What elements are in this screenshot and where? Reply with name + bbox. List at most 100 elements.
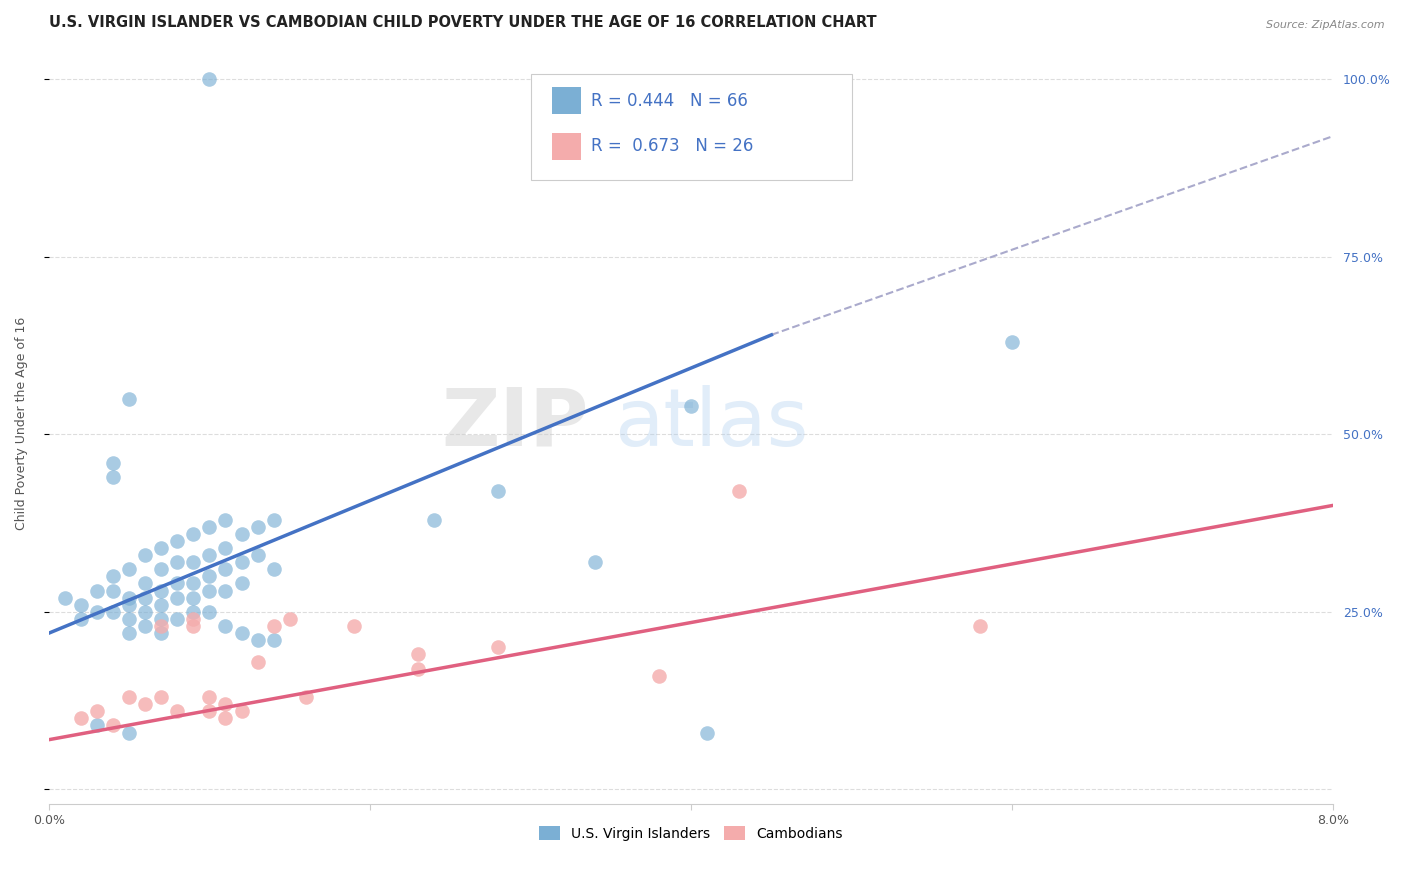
Point <box>118 591 141 605</box>
Point <box>183 605 205 619</box>
Point <box>246 548 269 562</box>
Point <box>583 555 606 569</box>
Point <box>214 697 236 711</box>
Point <box>118 562 141 576</box>
Point <box>183 612 205 626</box>
Point <box>150 690 173 704</box>
Point <box>166 704 188 718</box>
Point <box>101 470 124 484</box>
Text: R =  0.673   N = 26: R = 0.673 N = 26 <box>591 137 754 155</box>
Point <box>246 655 269 669</box>
Point <box>101 456 124 470</box>
Point <box>1001 334 1024 349</box>
Point <box>263 619 285 633</box>
Point <box>263 633 285 648</box>
Point <box>198 690 221 704</box>
Point <box>150 541 173 555</box>
Point <box>263 512 285 526</box>
Point <box>488 640 510 655</box>
Text: Source: ZipAtlas.com: Source: ZipAtlas.com <box>1267 20 1385 29</box>
Point <box>166 591 188 605</box>
Point <box>231 576 253 591</box>
Point <box>198 548 221 562</box>
Point <box>278 612 301 626</box>
Point <box>214 619 236 633</box>
Point <box>101 569 124 583</box>
Point <box>231 626 253 640</box>
Point <box>183 526 205 541</box>
Bar <box>553 133 581 160</box>
Point <box>118 725 141 739</box>
Point <box>86 718 108 732</box>
Point <box>86 704 108 718</box>
Point <box>423 512 446 526</box>
Point <box>214 711 236 725</box>
Point <box>198 569 221 583</box>
Point <box>696 725 718 739</box>
Point <box>70 612 93 626</box>
Point <box>183 591 205 605</box>
Point <box>294 690 316 704</box>
Point <box>183 555 205 569</box>
Point <box>198 605 221 619</box>
Legend: U.S. Virgin Islanders, Cambodians: U.S. Virgin Islanders, Cambodians <box>534 820 848 847</box>
Point <box>150 562 173 576</box>
Point <box>118 392 141 406</box>
Text: ZIP: ZIP <box>441 384 588 463</box>
Point <box>214 541 236 555</box>
Point <box>183 576 205 591</box>
Point <box>198 72 221 87</box>
Point <box>150 612 173 626</box>
Point <box>648 669 671 683</box>
Text: U.S. VIRGIN ISLANDER VS CAMBODIAN CHILD POVERTY UNDER THE AGE OF 16 CORRELATION : U.S. VIRGIN ISLANDER VS CAMBODIAN CHILD … <box>49 15 876 30</box>
Point <box>343 619 366 633</box>
Point <box>214 512 236 526</box>
Point <box>134 605 156 619</box>
Point <box>488 484 510 499</box>
Text: R = 0.444   N = 66: R = 0.444 N = 66 <box>591 92 748 110</box>
Point <box>101 605 124 619</box>
Point <box>231 526 253 541</box>
Point <box>118 690 141 704</box>
Point <box>198 704 221 718</box>
Point <box>406 648 429 662</box>
Point <box>231 555 253 569</box>
Point <box>728 484 751 499</box>
Point <box>118 612 141 626</box>
Point <box>150 598 173 612</box>
Point <box>134 697 156 711</box>
Point <box>263 562 285 576</box>
Point <box>86 583 108 598</box>
Point <box>70 598 93 612</box>
Point <box>70 711 93 725</box>
Text: atlas: atlas <box>614 384 808 463</box>
FancyBboxPatch shape <box>530 74 852 180</box>
Point <box>166 576 188 591</box>
Point <box>118 626 141 640</box>
Point <box>166 533 188 548</box>
Point <box>198 583 221 598</box>
Point <box>86 605 108 619</box>
Point <box>231 704 253 718</box>
Point <box>166 555 188 569</box>
Point <box>134 548 156 562</box>
Bar <box>553 87 581 114</box>
Point <box>214 583 236 598</box>
Point <box>406 662 429 676</box>
Point <box>101 718 124 732</box>
Point <box>134 591 156 605</box>
Point <box>150 583 173 598</box>
Point <box>53 591 76 605</box>
Point <box>198 519 221 533</box>
Point <box>134 576 156 591</box>
Point <box>969 619 991 633</box>
Point <box>101 583 124 598</box>
Point <box>681 399 703 413</box>
Point <box>246 633 269 648</box>
Point <box>166 612 188 626</box>
Point <box>246 519 269 533</box>
Y-axis label: Child Poverty Under the Age of 16: Child Poverty Under the Age of 16 <box>15 317 28 530</box>
Point <box>150 619 173 633</box>
Point <box>150 626 173 640</box>
Point <box>183 619 205 633</box>
